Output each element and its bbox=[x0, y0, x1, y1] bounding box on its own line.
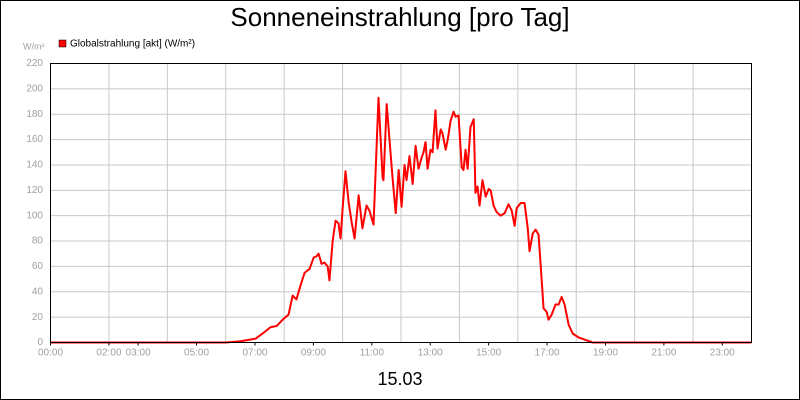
y-tick-label: 40 bbox=[32, 286, 44, 297]
x-tick-label: 17:00 bbox=[535, 348, 560, 359]
x-tick-label: 03:00 bbox=[126, 348, 151, 359]
x-tick-label: 21:00 bbox=[651, 348, 676, 359]
y-tick-label: 0 bbox=[37, 337, 43, 348]
x-tick-label: 19:00 bbox=[593, 348, 618, 359]
legend-label: Globalstrahlung [akt] (W/m²) bbox=[70, 39, 195, 50]
plot bbox=[50, 96, 752, 344]
y-tick-label: 100 bbox=[26, 210, 43, 221]
date-label: 15.03 bbox=[377, 369, 422, 389]
x-tick-label: 13:00 bbox=[418, 348, 443, 359]
y-tick-label: 160 bbox=[26, 134, 43, 145]
y-tick-label: 20 bbox=[32, 312, 44, 323]
x-tick-label: 11:00 bbox=[360, 348, 385, 359]
x-tick-label: 23:00 bbox=[710, 348, 735, 359]
chart-title: Sonneneinstrahlung [pro Tag] bbox=[230, 2, 569, 32]
x-tick-label: 07:00 bbox=[242, 348, 267, 359]
y-unit: W/m² bbox=[23, 41, 45, 51]
y-tick-label: 200 bbox=[26, 84, 43, 95]
x-tick-label: 05:00 bbox=[184, 348, 209, 359]
x-tick-label: 09:00 bbox=[301, 348, 326, 359]
x-tick-label: 15:00 bbox=[476, 348, 501, 359]
y-tick-label: 180 bbox=[26, 109, 43, 120]
x-tick-label: 00:00 bbox=[38, 348, 63, 359]
y-tick-label: 140 bbox=[26, 160, 43, 171]
y-tick-label: 80 bbox=[32, 236, 44, 247]
plot-border bbox=[50, 63, 752, 343]
x-tick-label: 02:00 bbox=[96, 348, 121, 359]
y-tick-label: 120 bbox=[26, 185, 43, 196]
legend-swatch bbox=[58, 39, 67, 48]
y-tick-label: 60 bbox=[32, 261, 44, 272]
line-series bbox=[50, 96, 752, 344]
y-tick-label: 220 bbox=[26, 58, 43, 69]
